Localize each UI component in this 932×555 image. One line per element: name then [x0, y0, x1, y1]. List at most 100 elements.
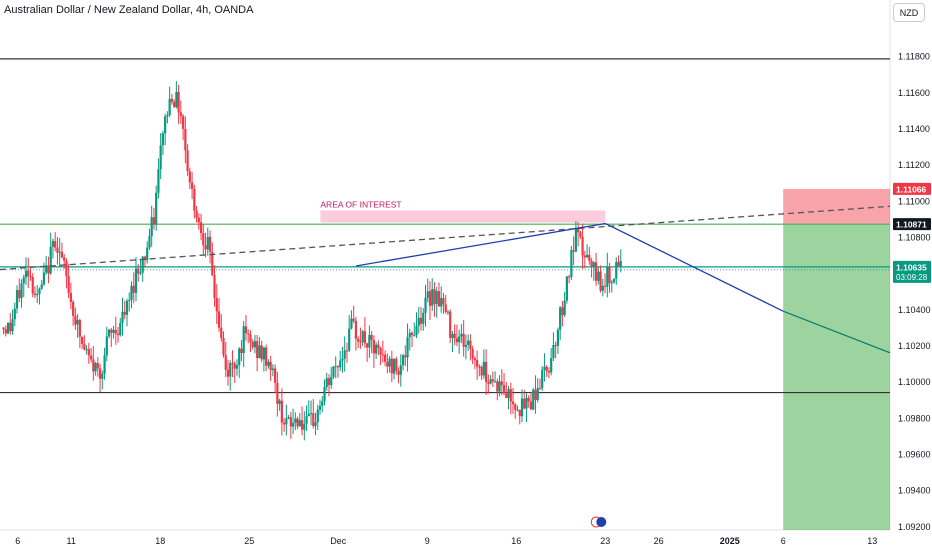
candle-body — [65, 260, 68, 277]
candle-body — [585, 254, 589, 258]
candle-body — [334, 366, 337, 368]
candle-body — [383, 354, 387, 362]
candle-body — [224, 355, 227, 370]
candle-body — [222, 338, 225, 356]
candle-body — [206, 236, 209, 250]
candle-body — [42, 272, 46, 285]
trendline — [604, 222, 784, 312]
candle-body — [303, 424, 306, 430]
candle-body — [182, 115, 185, 129]
price-label-bg — [893, 218, 931, 231]
candle-body — [132, 285, 135, 293]
candle-body — [107, 329, 111, 337]
candle-body — [476, 360, 479, 367]
candle-body — [271, 368, 274, 370]
candle-body — [24, 270, 28, 278]
candle-body — [543, 366, 546, 370]
candle-body — [368, 334, 371, 348]
candle-body — [298, 420, 301, 427]
candle-body — [121, 311, 124, 323]
price-label: 1.11066 — [896, 184, 927, 194]
candle-body — [13, 308, 16, 320]
candle-body — [570, 250, 573, 278]
candle-body — [491, 379, 494, 382]
candle-body — [377, 344, 380, 348]
candle-body — [134, 268, 138, 293]
candle-body — [235, 365, 239, 369]
price-label-bg — [893, 260, 931, 283]
candle-body — [47, 265, 50, 274]
currency-selector[interactable]: NZD — [893, 3, 925, 22]
candle-body — [40, 284, 43, 289]
candle-body — [312, 413, 315, 427]
candle-body — [498, 381, 501, 392]
candle-body — [161, 133, 165, 146]
candle-body — [238, 348, 241, 366]
candle-body — [484, 361, 488, 383]
candle-body — [489, 379, 492, 384]
candle-body — [608, 267, 611, 284]
candle-body — [141, 256, 144, 273]
candle-body — [168, 98, 171, 116]
area-of-interest-label: AREA OF INTEREST — [320, 199, 401, 209]
candle-body — [294, 418, 297, 423]
candle-body — [345, 350, 349, 352]
candle-body — [406, 337, 409, 358]
candle-body — [523, 398, 526, 409]
candle-body — [433, 289, 436, 304]
trendline — [355, 222, 606, 267]
candle-body — [397, 370, 400, 375]
candle-body — [415, 325, 418, 336]
dashed-trendline — [0, 205, 891, 271]
candle-body — [417, 317, 420, 326]
candle-body — [179, 112, 182, 116]
candle-body — [323, 387, 326, 402]
candle-body — [541, 369, 544, 389]
candle-body — [217, 311, 221, 328]
candle-body — [366, 343, 369, 348]
stop-loss-zone — [783, 188, 890, 225]
candle-body — [305, 416, 308, 425]
candle-body — [583, 255, 586, 258]
candle-body — [424, 297, 427, 313]
candle-body — [249, 334, 252, 342]
candle-body — [473, 358, 476, 361]
candle-body — [471, 348, 474, 359]
candle-body — [49, 246, 52, 274]
candle-body — [137, 268, 140, 274]
candle-body — [487, 382, 490, 384]
candle-body — [96, 363, 99, 369]
candle-body — [527, 397, 530, 402]
candle-body — [296, 418, 299, 427]
candle-body — [226, 369, 230, 377]
candle-body — [87, 349, 90, 356]
y-tick-label: 1.11800 — [898, 52, 930, 62]
y-tick-label: 1.11000 — [898, 196, 930, 206]
y-tick-label: 1.11600 — [898, 88, 930, 98]
y-tick-label: 1.10400 — [898, 305, 931, 315]
candle-body — [496, 381, 499, 392]
candle-body — [29, 276, 32, 278]
candle-body — [190, 182, 194, 189]
candle-body — [493, 381, 497, 383]
candle-body — [94, 363, 97, 372]
candle-body — [370, 334, 373, 340]
candle-body — [211, 251, 214, 276]
candle-body — [462, 333, 465, 347]
candle-body — [520, 398, 524, 417]
candle-body — [269, 361, 272, 370]
candle-body — [507, 389, 510, 398]
candle-body — [287, 417, 290, 419]
candle-body — [379, 347, 382, 355]
candle-body — [202, 233, 205, 246]
candle-body — [283, 422, 286, 425]
y-tick-label: 1.09200 — [898, 522, 931, 532]
candle-body — [550, 358, 553, 373]
candle-body — [395, 358, 398, 371]
candle-body — [146, 247, 149, 261]
candle-body — [339, 360, 342, 368]
candle-body — [220, 327, 223, 339]
candle-body — [469, 340, 472, 349]
